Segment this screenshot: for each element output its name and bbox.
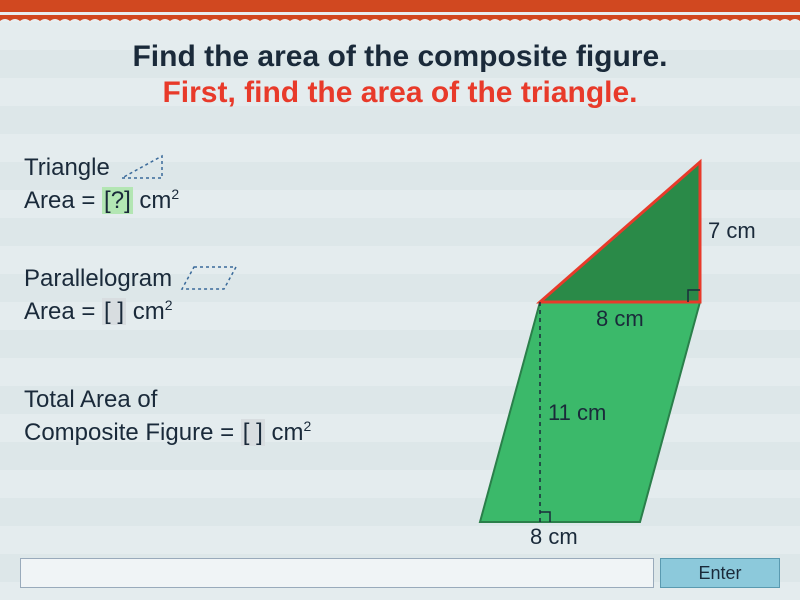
left-column: Triangle Area = [?] cm2 Parallelogram Ar…	[24, 152, 384, 495]
parallelogram-label-row: Parallelogram	[24, 263, 384, 293]
triangle-unit: cm	[133, 187, 172, 214]
parallelogram-block: Parallelogram Area = [ ] cm2	[24, 263, 384, 326]
triangle-exponent: 2	[171, 186, 179, 202]
triangle-block: Triangle Area = [?] cm2	[24, 152, 384, 215]
total-exponent: 2	[303, 418, 311, 434]
bottom-row: Enter	[20, 558, 780, 588]
parallelogram-unit: cm	[126, 298, 165, 325]
dim-parallelogram-height: 11 cm	[548, 400, 606, 426]
total-block: Total Area of Composite Figure = [ ] cm2	[24, 386, 384, 447]
triangle-icon	[118, 152, 166, 182]
total-label2: Composite Figure = [ ] cm2	[24, 418, 384, 447]
parallelogram-formula: Area = [ ] cm2	[24, 297, 384, 326]
dim-triangle-base: 8 cm	[596, 306, 644, 332]
top-orange-bar	[0, 0, 800, 12]
figure-svg	[430, 122, 770, 542]
dim-parallelogram-base: 8 cm	[530, 524, 578, 550]
title-line1: Find the area of the composite figure.	[20, 40, 780, 74]
parallelogram-icon	[180, 263, 240, 293]
enter-button[interactable]: Enter	[660, 558, 780, 588]
dim-triangle-height: 7 cm	[708, 218, 756, 244]
total-label1: Total Area of	[24, 386, 384, 414]
triangle-formula: Area = [?] cm2	[24, 186, 384, 215]
composite-figure: 7 cm 8 cm 11 cm 8 cm	[430, 122, 770, 542]
title-line2: First, find the area of the triangle.	[20, 76, 780, 110]
parallelogram-label: Parallelogram	[24, 265, 172, 293]
triangle-label: Triangle	[24, 154, 110, 182]
torn-edge	[0, 12, 800, 22]
parallelogram-placeholder[interactable]: [ ]	[102, 298, 126, 325]
total-unit: cm	[265, 419, 304, 446]
parallelogram-exponent: 2	[165, 297, 173, 313]
triangle-formula-prefix: Area =	[24, 187, 102, 214]
total-placeholder[interactable]: [ ]	[241, 419, 265, 446]
answer-input[interactable]	[20, 558, 654, 588]
content-area: Find the area of the composite figure. F…	[0, 22, 800, 600]
triangle-placeholder[interactable]: [?]	[102, 187, 133, 214]
total-formula-prefix: Composite Figure =	[24, 419, 241, 446]
triangle-label-row: Triangle	[24, 152, 384, 182]
parallelogram-formula-prefix: Area =	[24, 298, 102, 325]
